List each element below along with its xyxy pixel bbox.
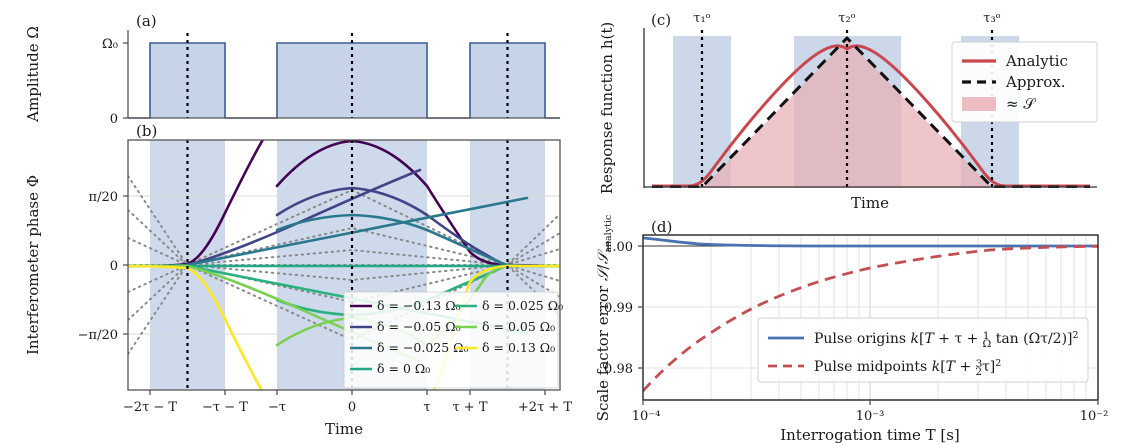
panel-d-yticks xyxy=(638,245,643,369)
panel-a-ytick-label-zero: 0 xyxy=(110,112,118,127)
panel-c: (c) τ₁ᵒ τ₂ᵒ τ₃ᵒ Response function h(t) T… xyxy=(598,11,1098,212)
legend-label: δ = 0.025 Ω₀ xyxy=(482,298,563,313)
legend-entry[interactable]: δ = 0.05 Ω₀ xyxy=(455,319,555,334)
legend-entry[interactable]: δ = −0.13 Ω₀ xyxy=(350,298,461,313)
panel-a-label: (a) xyxy=(136,12,157,30)
panel-d-xtick-label: 10⁻⁴ xyxy=(632,409,661,424)
legend-swatch-area xyxy=(962,97,996,111)
panel-b-ytick-label-neg-pi20: −π/20 xyxy=(78,328,118,343)
legend-entry[interactable]: δ = 0 Ω₀ xyxy=(350,361,430,376)
panel-d-xlabel: Interrogation time T [s] xyxy=(780,426,960,444)
panel-b-xtick-label: τ xyxy=(423,400,430,415)
phase-curve xyxy=(275,213,429,232)
legend-label: δ = −0.05 Ω₀ xyxy=(377,319,461,334)
legend-entry[interactable]: δ = 0.025 Ω₀ xyxy=(455,298,563,313)
pulse-band xyxy=(673,36,731,188)
legend-label: Approx. xyxy=(1005,73,1065,91)
panel-b-xtick-label: +2τ + T xyxy=(518,400,573,415)
approx-curve xyxy=(128,237,560,282)
phase-curve xyxy=(275,186,429,217)
legend-midpoints-text: Pulse midpoints xyxy=(814,359,927,375)
legend-label: ≈ 𝒮 xyxy=(1006,95,1036,113)
panel-b-xtick-label: −2τ − T xyxy=(123,400,178,415)
panel-b: δ = −0.13 Ω₀ δ = −0.05 Ω₀ δ = −0.025 Ω₀ … xyxy=(24,122,573,438)
panel-b-legend: δ = −0.13 Ω₀ δ = −0.05 Ω₀ δ = −0.025 Ω₀ … xyxy=(343,291,563,389)
panel-b-xlabel: Time xyxy=(325,420,363,438)
legend-entry[interactable]: ≈ 𝒮 xyxy=(962,95,1036,113)
legend-box xyxy=(757,317,1089,383)
tau3-label: τ₃ᵒ xyxy=(983,11,1000,26)
legend-label: δ = 0.13 Ω₀ xyxy=(482,340,555,355)
legend-origins-text: Pulse origins xyxy=(814,331,906,347)
legend-entry[interactable]: δ = −0.05 Ω₀ xyxy=(350,319,461,334)
legend-label: δ = 0.05 Ω₀ xyxy=(482,319,555,334)
legend-box xyxy=(343,291,559,389)
pulse-midpoints-curve xyxy=(643,244,1098,392)
panel-c-ylabel: Response function h(t) xyxy=(598,22,616,194)
approx-curve xyxy=(128,248,560,293)
legend-entry[interactable]: δ = 0.13 Ω₀ xyxy=(455,340,555,355)
legend-label: δ = −0.13 Ω₀ xyxy=(377,298,461,313)
legend-entry[interactable]: δ = −0.025 Ω₀ xyxy=(350,340,469,355)
pulse-origins-curve xyxy=(643,236,1098,248)
approx-curve xyxy=(128,209,560,298)
panel-c-xlabel: Time xyxy=(851,194,889,212)
panel-c-label: (c) xyxy=(651,11,671,29)
panel-b-label: (b) xyxy=(136,122,157,140)
panel-b-ytick-label-pi20: π/20 xyxy=(89,190,118,205)
panel-c-legend: Analytic Approx. ≈ 𝒮 xyxy=(951,41,1098,123)
panel-b-xtick-label: −τ − T xyxy=(202,400,248,415)
panel-d-ytick-label: 1.00 xyxy=(604,240,633,255)
legend-label: Analytic xyxy=(1005,52,1068,70)
panel-b-xtick-label: τ + T xyxy=(452,400,487,415)
panel-b-phase-curves xyxy=(128,140,560,390)
panel-d-label: (d) xyxy=(651,218,672,236)
analytic-curve xyxy=(652,44,1090,188)
legend-label: δ = 0 Ω₀ xyxy=(377,361,430,376)
panel-b-ytick-label-zero: 0 xyxy=(110,259,118,274)
panel-a-ytick-label-omega0: Ω₀ xyxy=(102,37,118,52)
panel-a-center-markers xyxy=(186,33,509,118)
panel-d-ytick-label: 0.98 xyxy=(604,362,633,377)
legend-entry[interactable]: Pulse midpoints k[T + 3 2τ]2 xyxy=(768,358,1001,378)
legend-label: δ = −0.025 Ω₀ xyxy=(377,340,469,355)
panel-b-xtick-label: −τ xyxy=(268,400,286,415)
panel-a: Ω₀ 0 (a) Amplitude Ω xyxy=(24,12,560,127)
panel-b-yticks xyxy=(123,195,128,335)
phase-curve xyxy=(128,264,264,390)
panel-d-xtick-label: 10⁻² xyxy=(1080,409,1109,424)
panel-b-xticks xyxy=(149,390,546,395)
panel-a-pulses xyxy=(150,43,545,118)
panel-d-ytick-label: 0.99 xyxy=(604,301,633,316)
approx-curve xyxy=(128,232,560,321)
panel-a-ylabel: Amplitude Ω xyxy=(24,26,42,123)
legend-entry[interactable]: Approx. xyxy=(962,73,1065,91)
tau2-label: τ₂ᵒ xyxy=(838,11,855,26)
panel-b-xtick-label: 0 xyxy=(348,400,356,415)
tau1-label: τ₁ᵒ xyxy=(693,11,710,26)
panel-b-ylabel: Interferometer phase Φ xyxy=(24,175,42,355)
panel-d-xticks xyxy=(642,400,1099,405)
legend-entry[interactable]: Analytic xyxy=(962,52,1068,70)
legend-label-midpoints: Pulse midpoints k[T + 3 2τ]2 xyxy=(814,358,1001,378)
panel-d-xtick-label: 10⁻³ xyxy=(856,409,885,424)
